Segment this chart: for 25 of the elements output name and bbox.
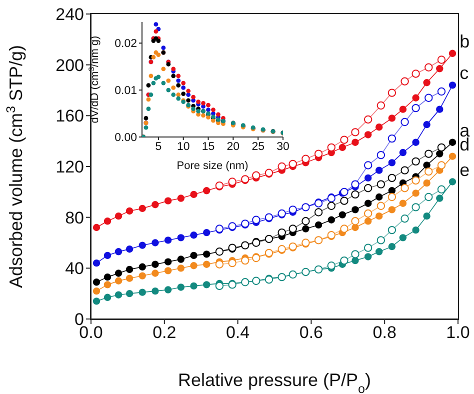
x-tick-label: 20	[226, 141, 240, 154]
x-tick-label: 30	[276, 141, 290, 154]
y-tick-label: 160	[56, 106, 84, 126]
x-tick-label: 0.6	[299, 323, 324, 342]
x-tick-label: 0.8	[372, 323, 396, 342]
x-axis-title: Relative pressure (P/P$_{o}$)	[178, 370, 372, 394]
x-tick-label: 1.0	[446, 323, 470, 342]
y-tick-label: 240	[56, 5, 84, 24]
series-label: b	[460, 31, 470, 52]
x-tick-label: 0.2	[152, 323, 176, 342]
y-tick-label: 200	[56, 56, 84, 75]
y-tick-label: 0.02	[114, 38, 137, 50]
series-label: c	[460, 63, 469, 84]
x-tick-label: 5	[155, 141, 162, 154]
x-tick-label: 10	[176, 141, 190, 154]
y-tick-label: 80	[65, 208, 84, 228]
series-label: e	[460, 160, 470, 180]
y-tick-label: 0.01	[114, 85, 137, 98]
x-axis-title: Pore size (nm)	[176, 160, 248, 172]
y-tick-label: 40	[65, 259, 84, 278]
x-tick-label: 25	[252, 141, 264, 154]
x-tick-label: 0.4	[226, 323, 250, 342]
x-tick-label: 15	[202, 141, 215, 154]
y-tick-label: 120	[56, 158, 84, 177]
y-tick-label: 0.00	[114, 132, 137, 144]
